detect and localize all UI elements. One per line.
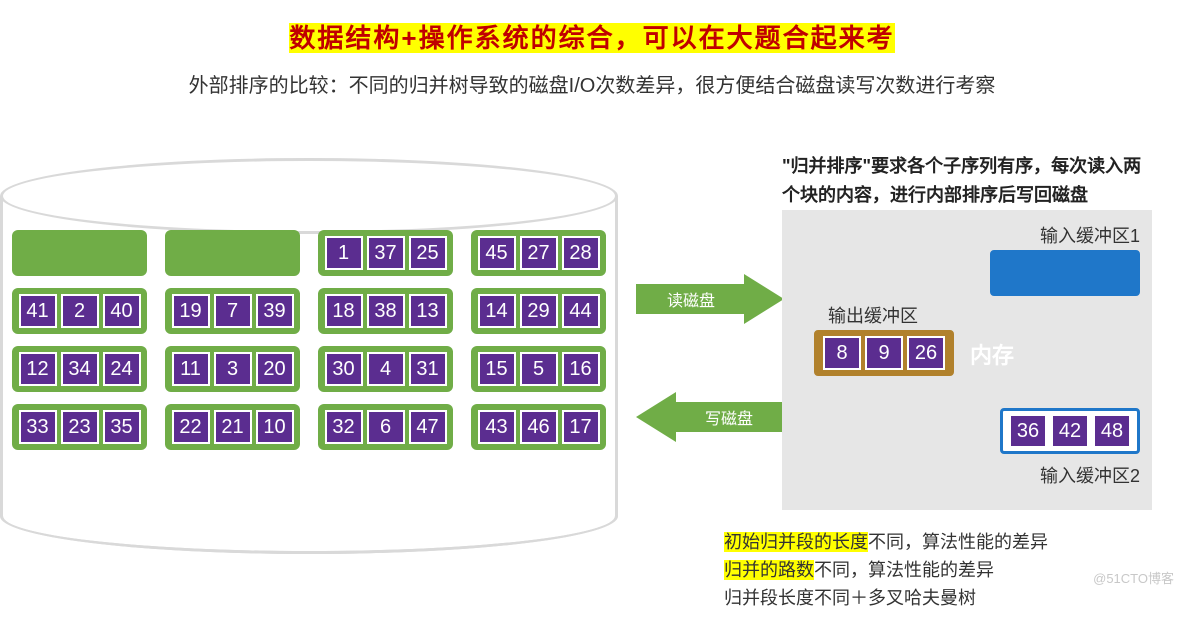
disk-block (165, 230, 300, 276)
disk-cell: 29 (520, 294, 558, 328)
disk-cell: 35 (103, 410, 141, 444)
input-buffer-1 (990, 250, 1140, 296)
disk-cell: 25 (409, 236, 447, 270)
disk-cell: 23 (61, 410, 99, 444)
disk-cell: 20 (256, 352, 294, 386)
disk-cell: 47 (409, 410, 447, 444)
disk-cell: 27 (520, 236, 558, 270)
disk-cell: 14 (478, 294, 516, 328)
disk-cell: 7 (214, 294, 252, 328)
disk-cell: 30 (325, 352, 363, 386)
memory-description: "归并排序"要求各个子序列有序，每次读入两个块的内容，进行内部排序后写回磁盘 (782, 152, 1152, 210)
disk-cell: 11 (172, 352, 210, 386)
disk-cell: 43 (478, 410, 516, 444)
disk-block-grid: 1372545272841240197391838131429441234241… (12, 230, 606, 450)
disk-cell: 31 (409, 352, 447, 386)
disk-block: 123424 (12, 346, 147, 392)
disk-cell: 34 (61, 352, 99, 386)
disk-cell: 37 (367, 236, 405, 270)
disk-block: 183813 (318, 288, 453, 334)
disk-cell: 5 (520, 352, 558, 386)
write-arrow: 写磁盘 (636, 392, 784, 442)
disk-cell: 17 (562, 410, 600, 444)
disk-cell: 10 (256, 410, 294, 444)
disk-cell: 4 (367, 352, 405, 386)
disk-cell: 16 (562, 352, 600, 386)
disk-block: 452728 (471, 230, 606, 276)
read-arrow-label: 读磁盘 (636, 274, 746, 324)
main-title: 数据结构+操作系统的综合，可以在大题合起来考 (0, 0, 1184, 55)
disk-cell: 38 (367, 294, 405, 328)
input2-cell: 42 (1051, 414, 1089, 448)
watermark-text: @51CTO博客 (1093, 568, 1174, 587)
output-buffer: 8926 (814, 330, 954, 376)
input2-cell: 48 (1093, 414, 1131, 448)
disk-block: 32647 (318, 404, 453, 450)
disk-block: 41240 (12, 288, 147, 334)
output-cell: 9 (865, 336, 903, 370)
note-line-2: 归并的路数不同，算法性能的差异 (724, 557, 1124, 585)
disk-cell: 44 (562, 294, 600, 328)
label-input-buffer-1: 输入缓冲区1 (1040, 222, 1140, 248)
disk-cell: 45 (478, 236, 516, 270)
label-memory: 内存 (970, 338, 1014, 370)
write-arrow-label: 写磁盘 (674, 392, 784, 442)
disk-cell: 32 (325, 410, 363, 444)
disk-cell: 41 (19, 294, 57, 328)
disk-block: 13725 (318, 230, 453, 276)
disk-cell: 2 (61, 294, 99, 328)
disk-cell: 18 (325, 294, 363, 328)
disk-block: 15516 (471, 346, 606, 392)
bottom-notes: 初始归并段的长度不同，算法性能的差异 归并的路数不同，算法性能的差异 归并段长度… (724, 529, 1124, 613)
input-buffer-2: 364248 (1000, 408, 1140, 454)
disk-cell: 46 (520, 410, 558, 444)
memory-panel: 输入缓冲区1 输出缓冲区 8926 内存 364248 输入缓冲区2 (782, 210, 1152, 510)
note2-highlight: 归并的路数 (724, 560, 814, 580)
output-cell: 8 (823, 336, 861, 370)
read-arrow: 读磁盘 (636, 274, 784, 324)
label-output-buffer: 输出缓冲区 (828, 302, 918, 328)
disk-block (12, 230, 147, 276)
disk-cell: 33 (19, 410, 57, 444)
disk-cell: 12 (19, 352, 57, 386)
disk-cylinder: 1372545272841240197391838131429441234241… (0, 158, 618, 548)
disk-cell: 19 (172, 294, 210, 328)
disk-block: 222110 (165, 404, 300, 450)
note-line-1: 初始归并段的长度不同，算法性能的差异 (724, 529, 1124, 557)
note1-rest: 不同，算法性能的差异 (868, 532, 1048, 552)
note1-highlight: 初始归并段的长度 (724, 532, 868, 552)
disk-cell: 39 (256, 294, 294, 328)
disk-block: 434617 (471, 404, 606, 450)
disk-block: 142944 (471, 288, 606, 334)
label-input-buffer-2: 输入缓冲区2 (1040, 462, 1140, 488)
disk-cell: 3 (214, 352, 252, 386)
note2-rest: 不同，算法性能的差异 (814, 560, 994, 580)
main-title-text: 数据结构+操作系统的综合，可以在大题合起来考 (289, 23, 894, 53)
disk-cell: 6 (367, 410, 405, 444)
disk-cell: 21 (214, 410, 252, 444)
note-line-3: 归并段长度不同＋多叉哈夫曼树 (724, 585, 1124, 613)
disk-cell: 1 (325, 236, 363, 270)
disk-cell: 28 (562, 236, 600, 270)
disk-cell: 15 (478, 352, 516, 386)
subtitle-text: 外部排序的比较：不同的归并树导致的磁盘I/O次数差异，很方便结合磁盘读写次数进行… (0, 69, 1184, 98)
disk-cell: 22 (172, 410, 210, 444)
disk-block: 30431 (318, 346, 453, 392)
input2-cell: 36 (1009, 414, 1047, 448)
disk-top-ellipse (0, 158, 618, 234)
disk-cell: 24 (103, 352, 141, 386)
disk-cell: 13 (409, 294, 447, 328)
disk-cell: 40 (103, 294, 141, 328)
disk-block: 11320 (165, 346, 300, 392)
disk-block: 332335 (12, 404, 147, 450)
output-cell: 26 (907, 336, 945, 370)
disk-block: 19739 (165, 288, 300, 334)
